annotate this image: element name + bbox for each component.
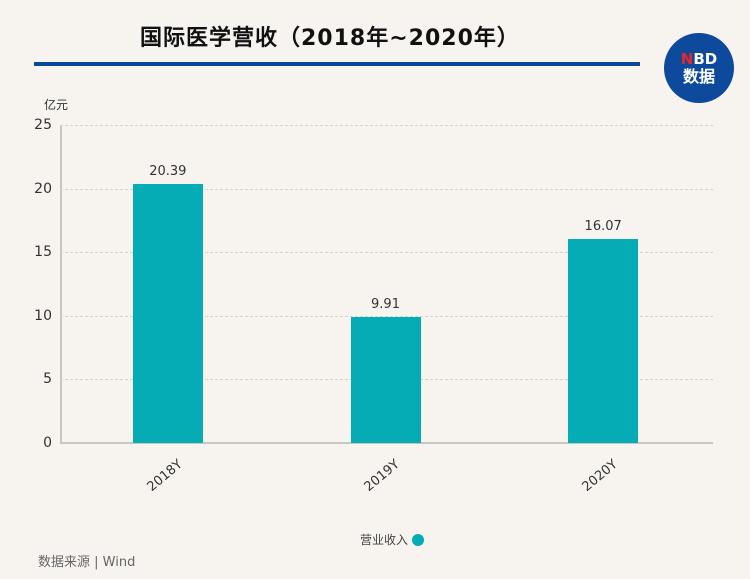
y-tick-label: 10 <box>34 307 52 324</box>
bar-2020Y[interactable] <box>568 238 639 443</box>
x-tick-label: 2020Y <box>579 457 621 495</box>
plot-area: 20.39 9.91 16.07 <box>60 125 713 444</box>
x-tick-label: 2018Y <box>144 457 186 495</box>
chart-title: 国际医学营收（2018年~2020年） <box>140 26 520 51</box>
y-axis-unit: 亿元 <box>44 98 69 112</box>
bar-2019Y[interactable] <box>350 316 421 443</box>
data-source: 数据来源 | Wind <box>38 555 136 570</box>
gridline <box>60 188 713 190</box>
title-underline <box>34 62 640 66</box>
gridline <box>60 125 713 126</box>
y-tick-label: 0 <box>43 435 52 451</box>
legend: 营业收入 <box>360 531 425 548</box>
nbd-logo: NBD 数据 <box>664 33 734 103</box>
y-tick-label: 20 <box>34 180 52 197</box>
legend-swatch-icon <box>412 533 425 546</box>
y-axis-line <box>60 125 62 444</box>
y-tick-label: 15 <box>34 244 52 261</box>
gridline <box>60 315 713 317</box>
x-tick-label: 2019Y <box>362 457 404 495</box>
y-tick-label: 25 <box>34 117 52 133</box>
logo-text-bottom: 数据 <box>682 66 715 86</box>
bar-value-label: 9.91 <box>371 296 400 312</box>
bar-value-label: 20.39 <box>149 163 187 179</box>
bar-value-label: 16.07 <box>584 218 622 234</box>
y-tick-label: 5 <box>43 371 52 388</box>
bar-2018Y[interactable] <box>132 183 203 443</box>
gridline <box>60 252 713 254</box>
logo-text-top: NBD <box>680 49 718 68</box>
x-axis-line <box>60 442 713 444</box>
legend-label: 营业收入 <box>360 533 409 547</box>
